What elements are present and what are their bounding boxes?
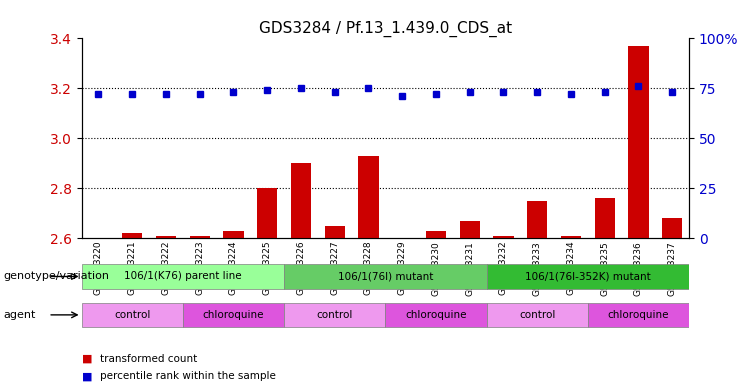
Text: control: control — [114, 310, 150, 320]
Bar — [662, 218, 682, 384]
Bar — [459, 220, 480, 384]
Bar — [392, 238, 412, 384]
Text: ■: ■ — [82, 354, 92, 364]
Text: ■: ■ — [82, 371, 92, 381]
Bar — [223, 231, 244, 384]
Bar — [257, 188, 277, 384]
Text: control: control — [316, 310, 353, 320]
Text: control: control — [519, 310, 556, 320]
FancyBboxPatch shape — [284, 264, 487, 289]
FancyBboxPatch shape — [82, 303, 183, 327]
Bar — [527, 201, 548, 384]
Bar — [561, 236, 581, 384]
Bar — [494, 236, 514, 384]
Bar — [156, 236, 176, 384]
Text: genotype/variation: genotype/variation — [4, 271, 110, 281]
Text: 106/1(76I-352K) mutant: 106/1(76I-352K) mutant — [525, 271, 651, 281]
Text: percentile rank within the sample: percentile rank within the sample — [100, 371, 276, 381]
Bar — [325, 225, 345, 384]
FancyBboxPatch shape — [385, 303, 487, 327]
Text: agent: agent — [4, 310, 36, 320]
Bar — [88, 238, 108, 384]
Text: 106/1(76I) mutant: 106/1(76I) mutant — [338, 271, 433, 281]
Text: transformed count: transformed count — [100, 354, 197, 364]
Bar — [359, 156, 379, 384]
FancyBboxPatch shape — [82, 264, 284, 289]
Bar — [426, 231, 446, 384]
Title: GDS3284 / Pf.13_1.439.0_CDS_at: GDS3284 / Pf.13_1.439.0_CDS_at — [259, 21, 512, 37]
FancyBboxPatch shape — [284, 303, 385, 327]
Bar — [594, 198, 615, 384]
Bar — [628, 46, 648, 384]
Text: 106/1(K76) parent line: 106/1(K76) parent line — [124, 271, 242, 281]
FancyBboxPatch shape — [487, 303, 588, 327]
FancyBboxPatch shape — [588, 303, 689, 327]
Text: chloroquine: chloroquine — [405, 310, 467, 320]
Text: chloroquine: chloroquine — [608, 310, 669, 320]
FancyBboxPatch shape — [487, 264, 689, 289]
Bar — [122, 233, 142, 384]
Bar — [190, 236, 210, 384]
Text: chloroquine: chloroquine — [203, 310, 264, 320]
Bar — [290, 163, 311, 384]
FancyBboxPatch shape — [183, 303, 284, 327]
